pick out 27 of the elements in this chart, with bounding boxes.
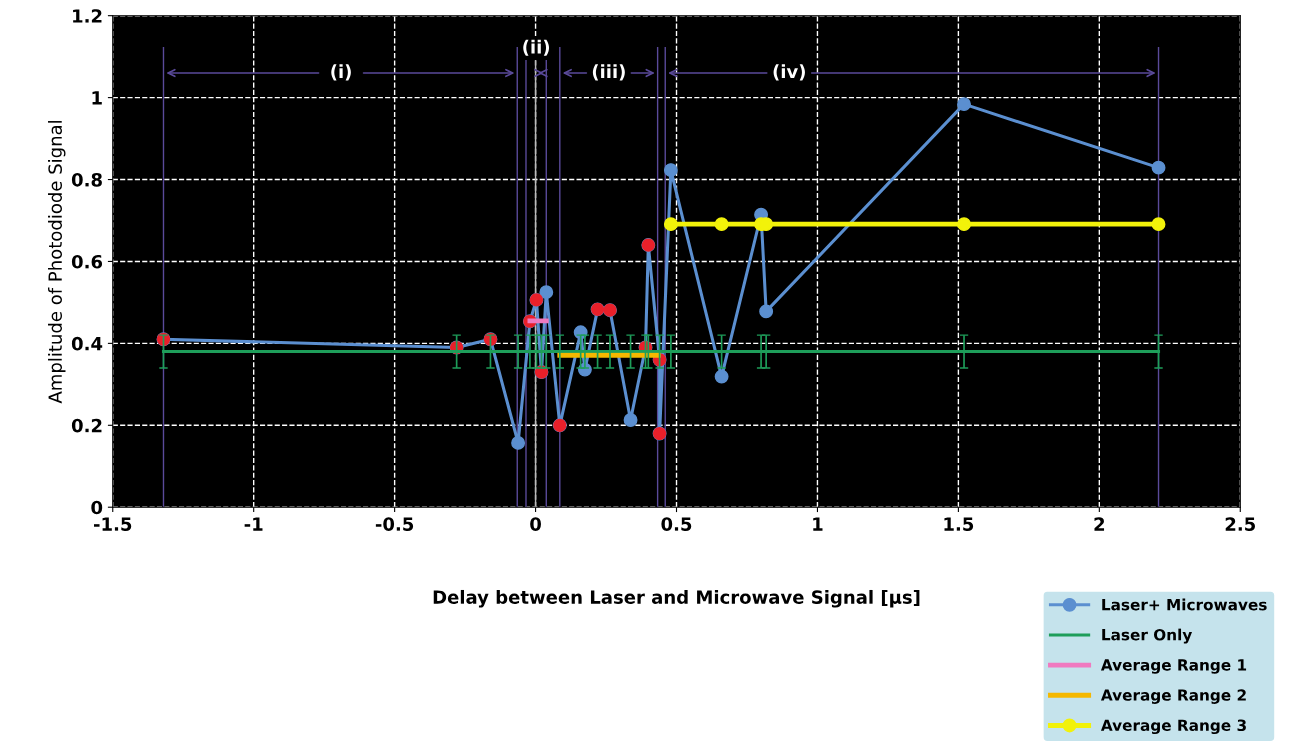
y-axis-title: Amplitude of Photodiode Signal: [48, 121, 66, 404]
x-tick-label: 2: [1094, 517, 1105, 531]
x-tick-label: 0.5: [661, 517, 692, 531]
legend-label: Laser Only: [1102, 628, 1193, 644]
y-tick-label: 0.6: [71, 254, 103, 269]
x-tick-label: 1: [813, 517, 823, 531]
annotation: (iv): [773, 64, 805, 81]
x-tick-label: -1.5: [93, 517, 132, 531]
y-tick-label: 0: [91, 500, 103, 515]
annotation: (ii): [523, 39, 550, 56]
x-tick-label: 2.5: [1225, 517, 1255, 531]
y-tick-label: 1.2: [73, 9, 102, 23]
x-tick-label: -0.5: [375, 517, 414, 531]
x-tick-label: -1: [244, 517, 263, 531]
legend-label: Laser+ Microwaves: [1102, 598, 1267, 611]
x-tick-label: 0: [530, 517, 541, 531]
y-tick-label: 0.2: [71, 418, 102, 433]
legend-label: Average Range 3: [1100, 719, 1246, 735]
legend-label: Average Range 1: [1100, 659, 1247, 674]
x-axis-title: Delay between Laser and Microwave Signal [µs]: [433, 589, 920, 608]
annotation: (i): [331, 64, 351, 81]
y-tick-label: 1: [92, 91, 102, 105]
legend-label: Average Range 2: [1100, 689, 1246, 704]
y-tick-label: 0.4: [71, 336, 103, 351]
y-tick-label: 0.8: [71, 172, 102, 187]
x-tick-label: 1.5: [944, 517, 974, 531]
annotation: (iii): [592, 64, 625, 81]
